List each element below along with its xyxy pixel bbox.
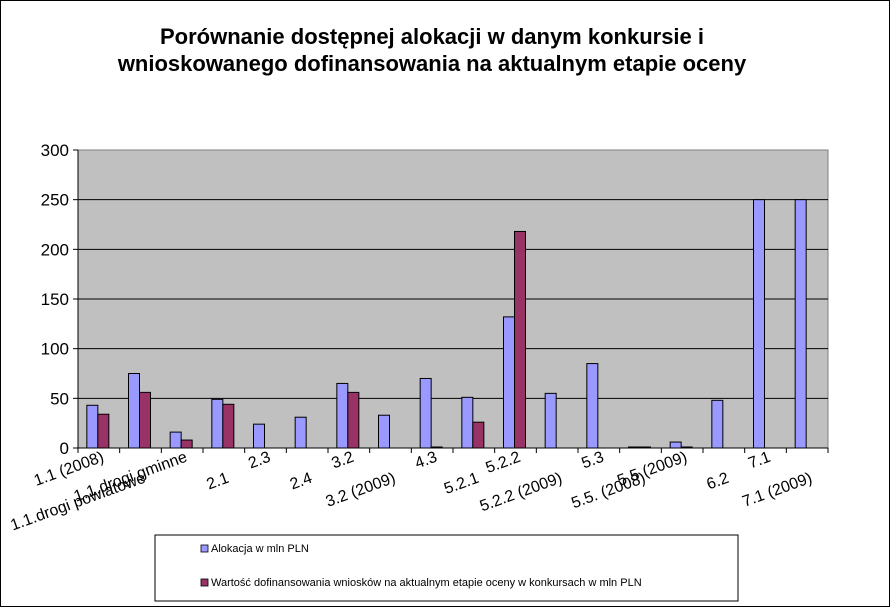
chart-title-line-2: wnioskowanego dofinansowania na aktualny…: [117, 51, 747, 76]
x-tick-label: 5.2.2: [484, 449, 523, 477]
y-tick-label: 0: [60, 439, 69, 458]
bar-wartosc: [139, 391, 151, 449]
bar-wartosc: [472, 421, 485, 449]
x-tick-label: 5.5 (2009): [615, 449, 689, 490]
bar-alokacja: [128, 373, 140, 449]
bar-alokacja: [86, 404, 99, 449]
x-tick-label: 2.4: [288, 470, 315, 494]
bar-wartosc: [97, 413, 110, 449]
bar-wartosc: [347, 391, 360, 449]
bar-alokacja: [169, 431, 182, 449]
gridlines: [78, 199, 828, 399]
bar-alokacja: [378, 414, 390, 449]
x-tick-label: 3.2 (2009): [324, 470, 398, 511]
bar-wartosc: [514, 230, 526, 449]
x-tick-label: 5.2.2 (2009): [478, 470, 565, 515]
bar-wartosc: [222, 403, 235, 449]
y-tick-label: 100: [41, 340, 69, 359]
y-tick-label: 50: [50, 389, 69, 408]
bar-wartosc: [180, 439, 193, 449]
x-tick-label: 6.2: [704, 470, 731, 494]
legend: Alokacja w mln PLN Wartość dofinansowani…: [154, 534, 739, 602]
bar-alokacja: [419, 377, 432, 449]
x-tick-label: 4.3: [413, 449, 440, 473]
bar-alokacja: [586, 363, 599, 449]
bar-alokacja: [753, 199, 765, 449]
y-tick-label: 150: [41, 290, 69, 309]
bar-alokacja: [294, 416, 307, 449]
y-tick-label: 250: [41, 191, 69, 210]
x-tick-label: 7.1 (2009): [740, 470, 814, 511]
bar-alokacja: [503, 316, 515, 449]
x-tick-label: 3.2: [329, 449, 356, 473]
legend-box: [154, 534, 739, 602]
legend-swatch-alokacja: [200, 544, 209, 553]
x-tick-label: 5.2.1: [442, 470, 481, 498]
y-tick-label: 300: [41, 141, 69, 160]
bar-alokacja: [461, 396, 474, 449]
legend-label-alokacja: Alokacja w mln PLN: [211, 543, 309, 555]
bar-alokacja: [336, 382, 349, 449]
bar-alokacja: [211, 398, 224, 449]
chart-title-line-1: Porównanie dostępnej alokacji w danym ko…: [160, 24, 704, 49]
x-tick-label: 7.1: [746, 449, 773, 473]
x-tick-label: 5.3: [579, 449, 606, 473]
bar-alokacja: [794, 199, 807, 449]
y-axis: 0 50 100 150 200 250 300: [41, 141, 79, 458]
bar-alokacja: [669, 441, 682, 449]
y-tick-label: 200: [41, 240, 69, 259]
legend-label-wartosc: Wartość dofinansowania wniosków na aktua…: [211, 577, 642, 589]
bar-alokacja: [544, 392, 557, 449]
bar-alokacja: [253, 423, 265, 449]
legend-swatch-wartosc: [200, 578, 209, 587]
x-tick-label: 2.1: [204, 470, 231, 494]
bar-alokacja: [711, 399, 724, 449]
x-tick-label: 2.3: [246, 449, 273, 473]
